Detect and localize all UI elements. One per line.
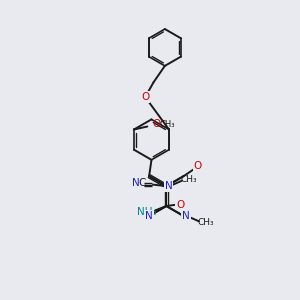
Text: O: O (141, 92, 149, 102)
Text: N: N (182, 211, 190, 221)
Text: O: O (176, 200, 184, 209)
Text: CH₃: CH₃ (180, 175, 196, 184)
Text: N: N (145, 211, 153, 221)
Text: CH₃: CH₃ (160, 120, 175, 129)
Text: O: O (176, 200, 184, 209)
Text: N: N (182, 211, 190, 221)
Text: CH₃: CH₃ (197, 218, 214, 227)
Text: O: O (152, 118, 160, 128)
Text: O: O (141, 92, 149, 102)
Text: N: N (145, 211, 153, 221)
Text: O: O (194, 161, 202, 171)
Text: N: N (165, 181, 172, 191)
Text: NH₂: NH₂ (137, 207, 157, 217)
Text: N: N (165, 181, 172, 191)
Text: N: N (132, 178, 140, 188)
Text: C: C (138, 178, 146, 188)
Text: O: O (194, 161, 202, 171)
